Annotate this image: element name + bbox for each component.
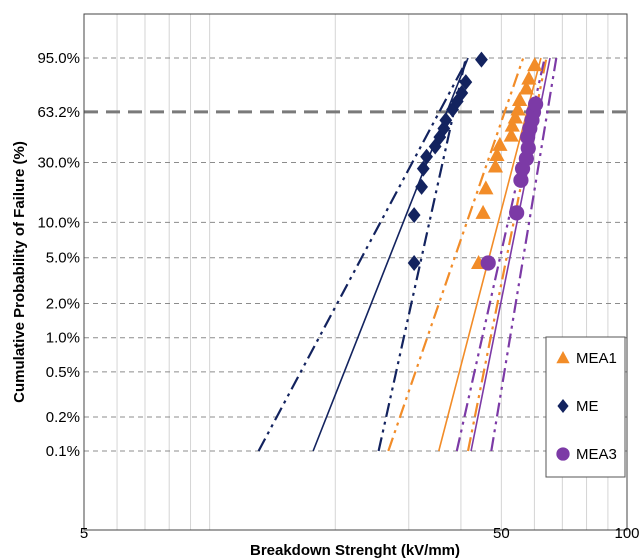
mea1-data-point <box>489 146 505 161</box>
me-data-point <box>446 101 459 118</box>
mea1-data-point <box>521 70 537 85</box>
x-axis-title: Breakdown Strenght (kV/mm) <box>250 542 460 559</box>
mea1-data-point <box>510 101 526 116</box>
y-tick-label: 63.2% <box>37 104 80 121</box>
legend-items: MEA1 ME MEA3 <box>556 350 617 463</box>
mea1-data-point <box>527 57 543 72</box>
y-tick-label: 1.0% <box>46 330 80 347</box>
me-data-point <box>407 255 421 272</box>
mea1-data-point <box>478 180 494 195</box>
me-data-point <box>420 148 433 165</box>
mea3-data-point <box>509 205 525 221</box>
mea3-data-point <box>480 255 496 271</box>
me-data-point <box>439 112 453 129</box>
mea3-data-point <box>520 140 536 156</box>
mea1-legend-label: MEA1 <box>576 350 617 367</box>
markers-layer <box>407 51 544 272</box>
mea1-data-point <box>487 158 504 173</box>
me-data-point <box>475 51 488 68</box>
me-ci-upper-line <box>377 57 467 452</box>
mea1-legend-marker <box>556 351 570 364</box>
x-tick-label: 5 <box>80 525 88 542</box>
x-tick-label: 50 <box>493 525 510 542</box>
y-tick-label: 5.0% <box>46 250 80 267</box>
x-tick-label: 100 <box>614 525 639 542</box>
y-tick-label: 2.0% <box>46 295 80 312</box>
legend: MEA1 ME MEA3 <box>545 336 626 478</box>
mea1-data-point <box>503 127 519 142</box>
me-data-point <box>415 178 428 195</box>
me-data-point <box>459 74 473 91</box>
tick-labels-layer: 95.0% 63.2% 30.0% 10.0% 5.0% 2.0% 1.0% 0.5% 0.2%… <box>37 50 639 542</box>
y-tick-label: 0.2% <box>46 409 80 426</box>
mea3-data-point <box>528 96 544 112</box>
mea1-data-point <box>512 92 528 107</box>
y-tick-label: 10.0% <box>37 214 80 231</box>
mea1-data-point <box>504 117 520 132</box>
mea1-data-point <box>492 136 508 151</box>
mea1-data-point <box>518 80 534 95</box>
y-tick-label: 95.0% <box>37 50 80 67</box>
y-tick-label: 0.5% <box>46 364 80 381</box>
grid-layer <box>84 14 627 530</box>
mea3-legend-marker <box>556 447 570 461</box>
me-legend-label: ME <box>576 398 599 415</box>
me-data-point <box>407 207 421 224</box>
me-data-point <box>437 120 451 137</box>
plot-frame <box>83 13 628 531</box>
y-tick-label: 0.1% <box>46 443 80 460</box>
mea1-fit-line <box>437 57 542 452</box>
y-axis-title: Cumulative Probability of Failure (%) <box>11 141 28 403</box>
mea1-data-point <box>507 109 523 124</box>
mea1-data-point <box>475 204 491 219</box>
mea3-legend-label: MEA3 <box>576 446 617 463</box>
mea3-data-point <box>513 172 529 188</box>
y-tick-label: 30.0% <box>37 154 80 171</box>
me-legend-marker <box>557 399 569 413</box>
me-ci-lower-line <box>257 57 469 452</box>
